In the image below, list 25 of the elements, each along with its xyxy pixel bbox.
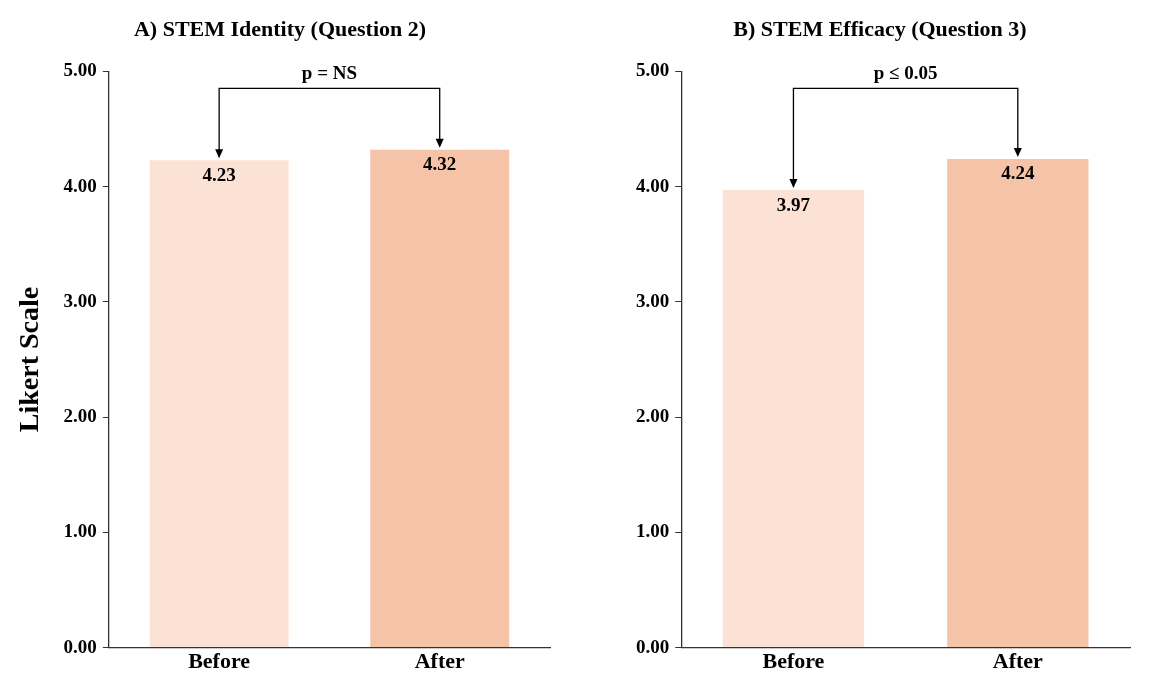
y-tick-label: 0.00 <box>63 635 97 657</box>
y-tick-label: 2.00 <box>63 405 97 427</box>
y-axis-title: Likert Scale <box>13 286 45 433</box>
y-tick-label: 5.00 <box>63 59 97 81</box>
chart-title: A) STEM Identity (Question 2) <box>133 15 427 41</box>
y-tick-label: 3.00 <box>63 289 97 311</box>
annotation: p ≤ 0.05 <box>873 61 938 83</box>
data-label: 4.24 <box>1001 162 1035 184</box>
y-tick-label: 4.00 <box>636 174 670 196</box>
y-tick-label: 3.00 <box>636 289 670 311</box>
data-label: 4.32 <box>423 153 457 175</box>
y-tick-label: 2.00 <box>636 405 670 427</box>
x-tick-label: Before <box>762 648 825 674</box>
chart-title: B) STEM Efficacy (Question 3) <box>733 15 1027 41</box>
x-tick-label: After <box>414 648 465 674</box>
x-tick-label: Before <box>188 648 251 674</box>
y-tick-label: 5.00 <box>636 59 670 81</box>
x-tick-label: After <box>992 648 1044 674</box>
y-tick-label: 1.00 <box>63 520 97 542</box>
y-tick-label: 0.00 <box>636 635 670 657</box>
y-tick-label: 1.00 <box>636 520 670 542</box>
annotation: p = NS <box>301 61 358 83</box>
data-label: 4.23 <box>202 163 236 185</box>
y-tick-label: 4.00 <box>63 174 97 196</box>
data-label: 3.97 <box>776 193 811 215</box>
